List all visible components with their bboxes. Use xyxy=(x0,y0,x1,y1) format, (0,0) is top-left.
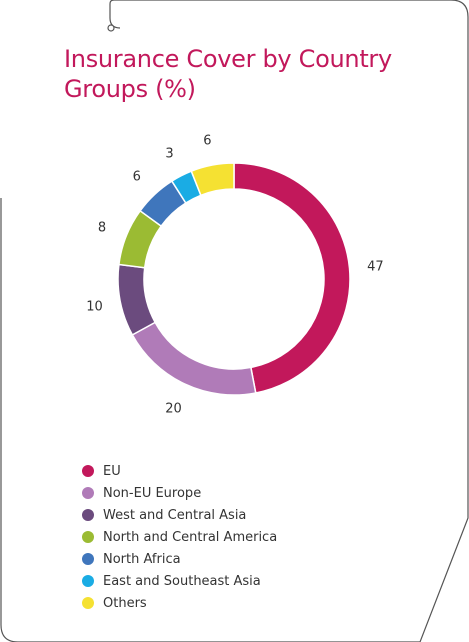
slice-value-label: 6 xyxy=(133,169,141,184)
legend-item: Non-EU Europe xyxy=(82,482,277,504)
legend-item: West and Central Asia xyxy=(82,504,277,526)
legend-swatch xyxy=(82,509,94,521)
legend-swatch xyxy=(82,575,94,587)
legend-label: East and Southeast Asia xyxy=(103,573,261,589)
slice-value-label: 10 xyxy=(86,300,103,315)
slice-value-label: 8 xyxy=(98,221,106,236)
legend-swatch xyxy=(82,597,94,609)
donut-slice-non-eu-europe xyxy=(131,321,257,396)
legend-label: Non-EU Europe xyxy=(103,485,202,501)
slice-value-label: 3 xyxy=(165,146,173,161)
donut-slice-eu xyxy=(233,162,351,394)
chart-legend: EU Non-EU Europe West and Central Asia Nort… xyxy=(82,460,277,614)
legend-label: West and Central Asia xyxy=(103,507,247,523)
legend-label: EU xyxy=(103,463,121,479)
legend-item: EU xyxy=(82,460,277,482)
legend-item: Others xyxy=(82,592,277,614)
slice-value-label: 20 xyxy=(165,401,182,416)
legend-item: North and Central America xyxy=(82,526,277,548)
legend-label: North Africa xyxy=(103,551,181,567)
legend-swatch xyxy=(82,531,94,543)
legend-swatch xyxy=(82,553,94,565)
chart-title: Insurance Cover by Country Groups (%) xyxy=(64,45,392,103)
slice-value-label: 6 xyxy=(203,134,211,149)
slice-value-label: 47 xyxy=(367,260,384,275)
legend-item: East and Southeast Asia xyxy=(82,570,277,592)
legend-swatch xyxy=(82,487,94,499)
legend-swatch xyxy=(82,465,94,477)
legend-label: Others xyxy=(103,595,147,611)
legend-item: North Africa xyxy=(82,548,277,570)
legend-label: North and Central America xyxy=(103,529,278,545)
donut-slice-west-and-central-asia xyxy=(117,263,157,336)
donut-slice-others xyxy=(190,162,235,197)
